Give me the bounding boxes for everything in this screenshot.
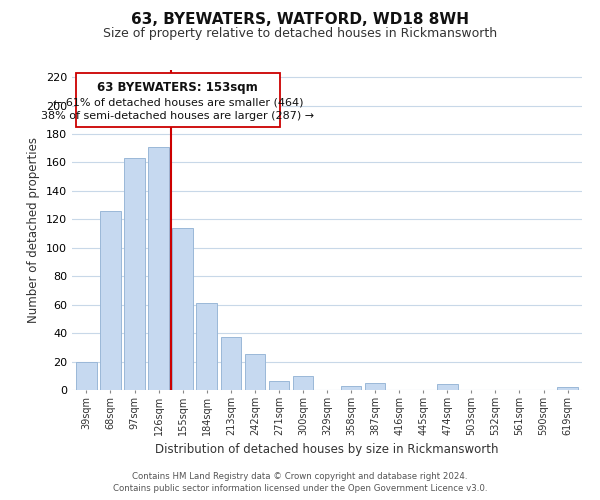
Bar bbox=[100, 211, 121, 390]
Bar bbox=[269, 382, 289, 390]
Text: Contains HM Land Registry data © Crown copyright and database right 2024.: Contains HM Land Registry data © Crown c… bbox=[132, 472, 468, 481]
Bar bbox=[437, 384, 458, 390]
Bar bbox=[172, 228, 193, 390]
Bar bbox=[148, 147, 169, 390]
Bar bbox=[221, 338, 241, 390]
Text: 38% of semi-detached houses are larger (287) →: 38% of semi-detached houses are larger (… bbox=[41, 111, 314, 121]
Text: Contains public sector information licensed under the Open Government Licence v3: Contains public sector information licen… bbox=[113, 484, 487, 493]
Bar bbox=[196, 303, 217, 390]
Bar bbox=[76, 362, 97, 390]
Text: 63 BYEWATERS: 153sqm: 63 BYEWATERS: 153sqm bbox=[97, 82, 258, 94]
X-axis label: Distribution of detached houses by size in Rickmansworth: Distribution of detached houses by size … bbox=[155, 444, 499, 456]
Bar bbox=[124, 158, 145, 390]
Bar bbox=[76, 73, 280, 127]
Bar bbox=[557, 387, 578, 390]
Bar bbox=[365, 383, 385, 390]
Text: ← 61% of detached houses are smaller (464): ← 61% of detached houses are smaller (46… bbox=[53, 97, 303, 107]
Text: Size of property relative to detached houses in Rickmansworth: Size of property relative to detached ho… bbox=[103, 28, 497, 40]
Y-axis label: Number of detached properties: Number of detached properties bbox=[28, 137, 40, 323]
Bar bbox=[293, 376, 313, 390]
Bar bbox=[341, 386, 361, 390]
Text: 63, BYEWATERS, WATFORD, WD18 8WH: 63, BYEWATERS, WATFORD, WD18 8WH bbox=[131, 12, 469, 28]
Bar bbox=[245, 354, 265, 390]
